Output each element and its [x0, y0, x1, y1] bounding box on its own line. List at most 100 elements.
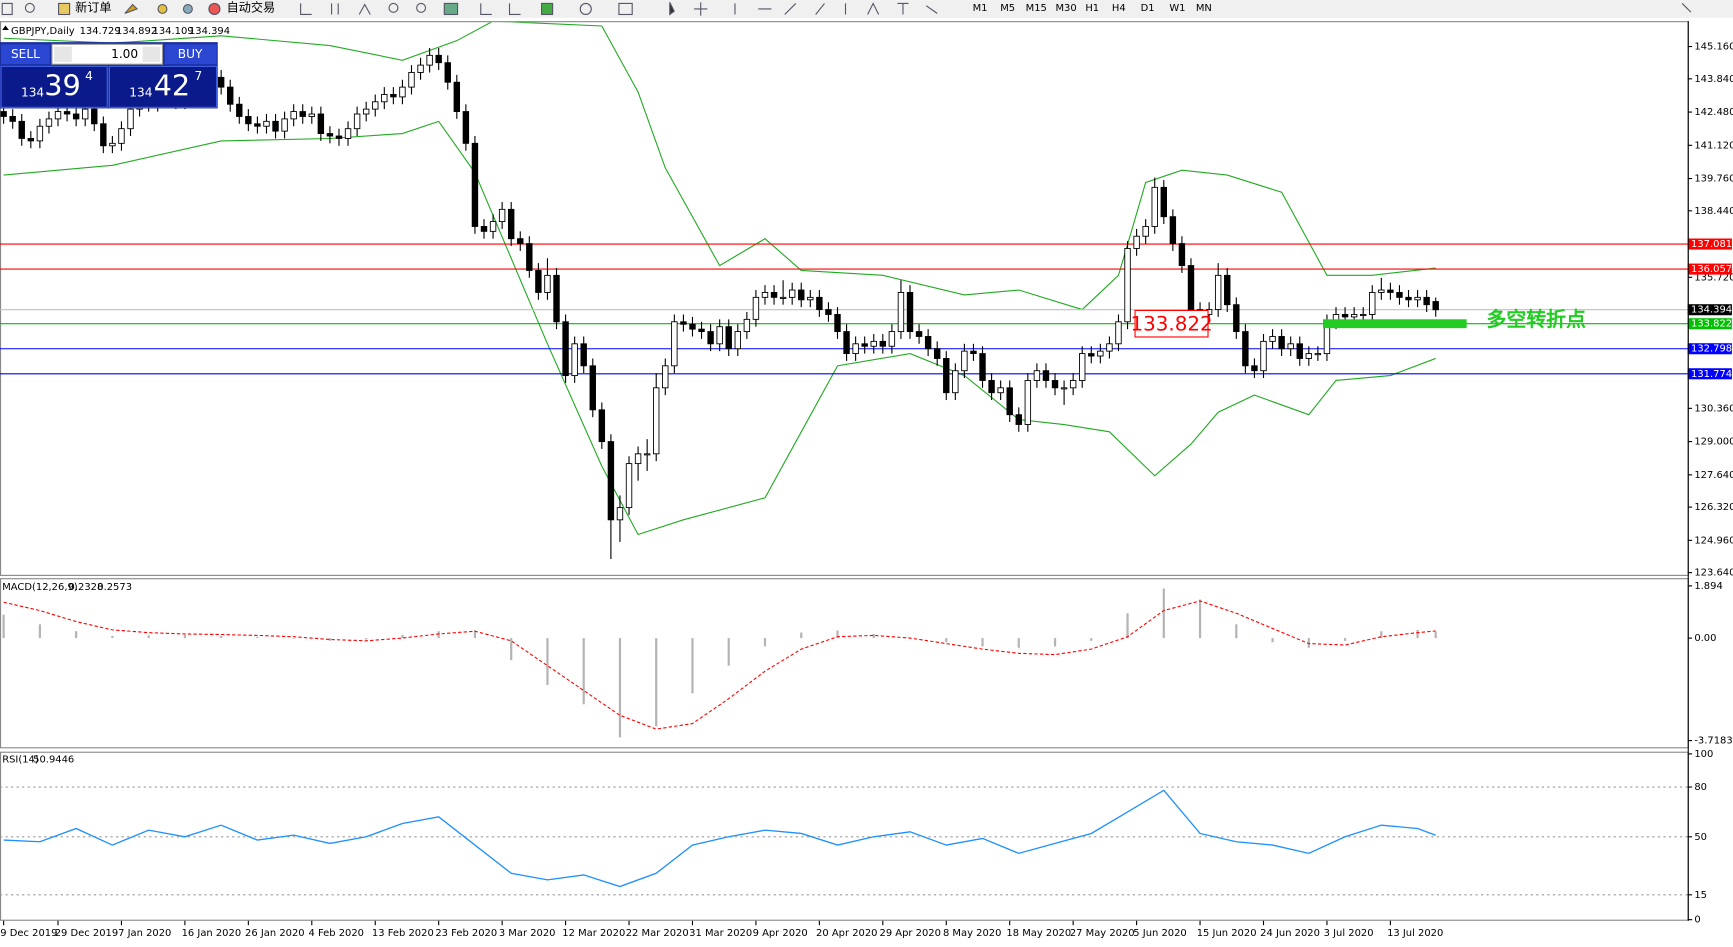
icon[interactable]: [669, 2, 675, 16]
icon[interactable]: [208, 2, 221, 16]
macd-bar: [691, 638, 694, 694]
ask-box[interactable]: [108, 65, 218, 108]
timeframe-button[interactable]: M5: [1000, 3, 1015, 14]
auto-trading-button[interactable]: 自动交易: [227, 0, 276, 14]
icon[interactable]: [1, 2, 13, 16]
rsi-value: 50.9446: [33, 754, 74, 765]
icon[interactable]: [24, 2, 35, 13]
lot-input[interactable]: [51, 43, 164, 65]
y-tick-label: 141.120: [1694, 140, 1733, 151]
trade-panel: SELL 1.00 BUY 134 39 4 134 42 7: [0, 42, 218, 109]
lot-up[interactable]: [142, 46, 161, 63]
candle-body: [680, 321, 687, 325]
price-level-label: 132.798: [1691, 344, 1732, 355]
icon[interactable]: [124, 3, 139, 14]
icon[interactable]: [618, 2, 633, 16]
icon[interactable]: [1681, 3, 1692, 13]
macd-bar: [618, 638, 622, 738]
candle-body: [1369, 292, 1376, 315]
y-tick-label: 50: [1694, 832, 1707, 843]
price-level-label: 133.822: [1691, 319, 1732, 330]
timeframe-button[interactable]: H1: [1085, 3, 1099, 14]
icon[interactable]: [388, 2, 399, 13]
lot-value[interactable]: 1.00: [111, 47, 138, 61]
candle-body: [72, 113, 80, 120]
collapse-arrow[interactable]: [2, 25, 9, 30]
buy-button[interactable]: [164, 44, 217, 65]
price-level-tag: [1687, 318, 1732, 330]
pivot-annotation: 多空转折点: [1487, 308, 1587, 331]
ask-point[interactable]: 7: [195, 69, 203, 83]
icon[interactable]: [443, 2, 459, 16]
candle-body: [562, 321, 569, 377]
ohlc-value: 134.729: [80, 26, 121, 37]
price-level-label: 134.394: [1691, 305, 1732, 316]
bid-point[interactable]: 4: [85, 69, 93, 83]
candle-body: [372, 101, 379, 110]
price-plot: [0, 22, 1688, 559]
timeframe-button[interactable]: M30: [1055, 3, 1076, 14]
macd-bar: [1126, 613, 1129, 639]
new-order-button[interactable]: 新订单: [75, 0, 111, 14]
macd-bar: [836, 630, 839, 639]
buy-label[interactable]: BUY: [178, 47, 203, 61]
timeframe-button[interactable]: H4: [1112, 3, 1126, 14]
timeframe-button[interactable]: M15: [1026, 3, 1047, 14]
rsi-line: [3, 789, 1436, 888]
macd-title: MACD(12,26,9): [2, 582, 78, 593]
icon[interactable]: [480, 3, 521, 16]
x-tick-label: 3 Mar 2020: [499, 928, 556, 939]
icon[interactable]: [58, 2, 71, 16]
bollinger-band: [3, 22, 1436, 311]
icon[interactable]: [300, 3, 371, 16]
candle-body: [870, 340, 877, 347]
lot-down[interactable]: [54, 46, 72, 63]
icon[interactable]: [579, 2, 592, 16]
sell-label[interactable]: SELL: [11, 47, 40, 61]
timeframe-button[interactable]: D1: [1141, 3, 1155, 14]
y-tick-label: 80: [1694, 782, 1707, 793]
candle-body: [798, 289, 805, 301]
timeframe-button[interactable]: M1: [973, 3, 988, 14]
y-tick-label: 135.720: [1694, 272, 1733, 283]
macd-bar: [727, 638, 730, 666]
icon[interactable]: [182, 3, 193, 14]
candle-body: [852, 343, 859, 355]
x-tick-label: 9 Apr 2020: [753, 928, 808, 939]
ask-pips[interactable]: 42: [154, 68, 191, 102]
macd-bar: [945, 638, 948, 643]
candle-body: [1341, 314, 1349, 318]
candle-body: [1305, 353, 1313, 359]
bid-pips[interactable]: 39: [44, 68, 81, 102]
price-level-tag: [1687, 263, 1732, 275]
bid-box[interactable]: [0, 65, 108, 108]
candle-body: [227, 86, 234, 105]
icon[interactable]: [416, 2, 427, 13]
ask-big-figure[interactable]: 134: [129, 85, 152, 99]
candle-body: [1242, 331, 1249, 367]
bid-big-figure[interactable]: 134: [21, 85, 44, 99]
timeframe-button[interactable]: MN: [1196, 3, 1212, 14]
candle-body: [27, 138, 35, 142]
candle-body: [997, 387, 1004, 394]
candle-body: [81, 108, 89, 120]
candle-body: [526, 243, 533, 271]
sell-button[interactable]: [1, 44, 50, 65]
macd-bar: [365, 638, 368, 640]
candle-body: [988, 380, 995, 394]
bollinger-band: [3, 120, 1436, 536]
candle-body: [943, 358, 950, 394]
timeframe-button[interactable]: W1: [1169, 3, 1185, 14]
icon[interactable]: [541, 2, 554, 16]
candle-body: [816, 296, 823, 311]
icon[interactable]: [694, 2, 938, 16]
x-tick-label: 22 Mar 2020: [626, 928, 689, 939]
x-tick-label: 4 Feb 2020: [308, 928, 364, 939]
candle-body: [498, 208, 506, 223]
icon[interactable]: [157, 3, 168, 14]
candle-body: [217, 76, 225, 88]
y-tick-label: 138.440: [1694, 206, 1733, 217]
candle-body: [716, 326, 723, 345]
x-tick-label: 27 May 2020: [1070, 928, 1135, 939]
candle-body: [1224, 274, 1231, 306]
